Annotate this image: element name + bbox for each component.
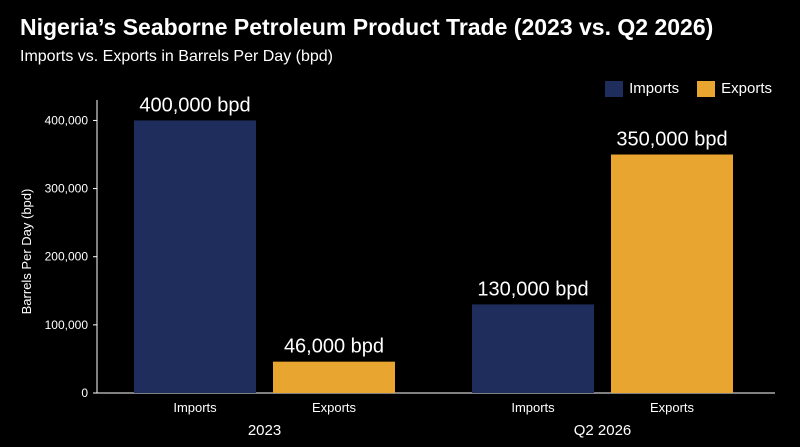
chart-subtitle: Imports vs. Exports in Barrels Per Day (…	[20, 48, 333, 65]
x-group-label: 2023	[248, 422, 281, 439]
legend-swatch-imports	[605, 80, 624, 97]
x-tick-label: Imports	[173, 400, 217, 415]
bar-imports-2	[472, 304, 594, 393]
chart-title: Nigeria’s Seaborne Petroleum Product Tra…	[20, 14, 714, 40]
y-tick-label: 400,000	[45, 113, 89, 127]
bar-exports-2	[611, 154, 733, 393]
legend-item-imports: Imports	[605, 80, 679, 97]
x-group-label: Q2 2026	[574, 422, 632, 439]
legend: Imports Exports	[605, 80, 772, 97]
data-label: 46,000 bpd	[284, 336, 384, 358]
data-label: 350,000 bpd	[616, 129, 727, 151]
legend-swatch-exports	[697, 80, 716, 97]
y-tick-label: 0	[81, 386, 88, 400]
y-tick-label: 300,000	[45, 182, 89, 196]
x-tick-label: Exports	[650, 400, 695, 415]
x-tick-label: Imports	[511, 400, 555, 415]
data-label: 130,000 bpd	[477, 278, 588, 300]
legend-label-imports: Imports	[629, 80, 680, 97]
legend-label-exports: Exports	[721, 80, 772, 97]
y-tick-label: 200,000	[45, 250, 89, 264]
bar-exports-1	[273, 361, 395, 393]
data-label: 400,000 bpd	[139, 94, 250, 116]
x-tick-label: Exports	[312, 400, 357, 415]
y-tick-label: 100,000	[45, 318, 89, 332]
y-axis-label: Barrels Per Day (bpd)	[19, 189, 34, 315]
bar-imports-1	[134, 120, 256, 393]
legend-item-exports: Exports	[697, 80, 772, 97]
